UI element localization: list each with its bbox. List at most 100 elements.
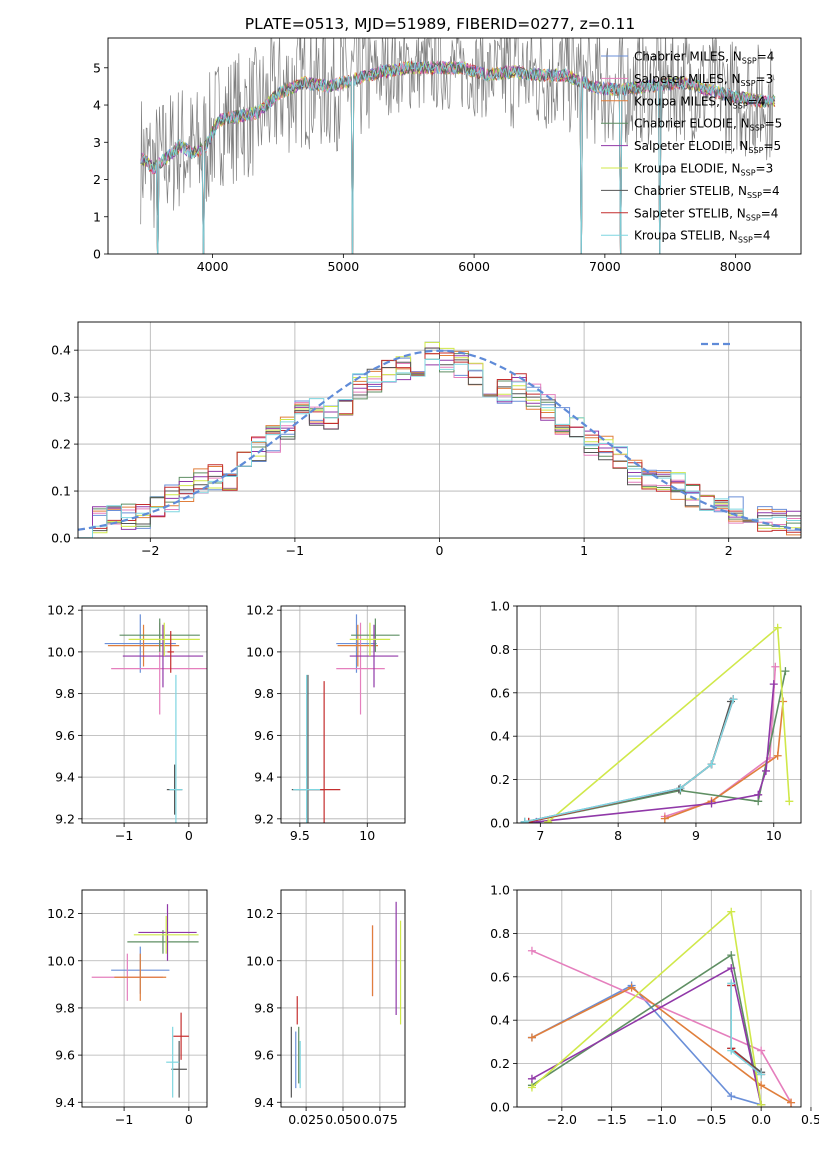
- legend-nssp-prefix: , N: [732, 139, 749, 153]
- y-tick-label: 0.2: [51, 437, 71, 452]
- z-mass-panel: −1 0 9.4 9.6 9.8 10.0 10.2: [47, 889, 208, 1127]
- weight-point-marker: [785, 797, 794, 806]
- legend-nssp-subscript: SSP: [741, 79, 756, 88]
- y-tick-label: 0.6: [490, 969, 510, 984]
- weight-point-marker: [527, 1033, 536, 1042]
- weight-point-marker: [727, 1046, 736, 1055]
- legend-nssp-prefix: , N: [733, 117, 750, 131]
- legend-model-name: Chabrier MILES: [634, 50, 725, 64]
- axes-frame: [77, 321, 802, 539]
- normal-reference-curve: [78, 349, 801, 531]
- legend-nssp-subscript: SSP: [748, 146, 763, 155]
- y-tick-label: 1.0: [490, 599, 510, 614]
- model-spectrum-line: [140, 60, 776, 254]
- legend-nssp-subscript: SSP: [746, 213, 761, 222]
- x-tick-label: 0: [185, 828, 193, 843]
- legend-label: Kroupa STELIB, NSSP=4: [634, 229, 771, 245]
- axes-frame: [280, 889, 406, 1108]
- y-tick-label: 3: [93, 135, 101, 150]
- legend-label: Chabrier STELIB, NSSP=4: [634, 184, 780, 200]
- legend-label: Salpeter STELIB, NSSP=4: [634, 206, 778, 222]
- weight-point-marker: [761, 766, 770, 775]
- weight-lines: [527, 907, 796, 1107]
- weight-point-marker: [771, 662, 780, 671]
- x-tick-label: 0.025: [288, 1112, 324, 1127]
- x-tick-label: 5000: [327, 259, 359, 274]
- axes-frame: [107, 37, 802, 255]
- x-tick-label: −1.0: [646, 1112, 676, 1127]
- y-tick-label: 0.0: [51, 531, 71, 546]
- x-tick-label: 4000: [197, 259, 229, 274]
- weight-series-line: [531, 910, 762, 1105]
- y-tick-label: 0.4: [51, 343, 71, 358]
- legend-nssp-subscript: SSP: [747, 191, 762, 200]
- weight-point-marker: [544, 817, 553, 823]
- legend-model-name: Chabrier ELODIE: [634, 117, 733, 131]
- weight-series-line: [528, 670, 787, 823]
- legend-nssp-prefix: , N: [730, 184, 747, 198]
- legend-model-name: Salpeter MILES: [634, 72, 724, 86]
- x-tick-label: 6000: [458, 259, 490, 274]
- legend-model-name: Salpeter ELODIE: [634, 139, 732, 153]
- spectrum-data-line: [140, 38, 775, 228]
- weight-point-marker: [757, 1100, 766, 1107]
- y-tick-label: 0.2: [490, 1056, 510, 1071]
- weight-series-line: [524, 701, 732, 823]
- histogram-step-line: [78, 352, 801, 538]
- weight-series-line: [664, 666, 777, 818]
- y-tick-label: 10.0: [47, 644, 75, 659]
- y-tick-label: 1.0: [490, 883, 510, 898]
- axes-frame: [516, 605, 802, 824]
- y-tick-label: 0.8: [490, 642, 510, 657]
- weight-point-marker: [727, 951, 736, 960]
- errorbars: [91, 904, 199, 1098]
- z-weight-panel: −2.0 −1.5 −1.0 −0.5 0.0 0.5 0.0 0.2 0.4 0.6 0.8 1.0: [490, 883, 819, 1128]
- legend-label: Salpeter MILES, NSSP=3: [634, 72, 773, 88]
- y-tick-label: 0: [93, 247, 101, 262]
- legend-nssp-value: =5: [763, 139, 781, 153]
- y-tick-label: 0.2: [490, 772, 510, 787]
- x-tick-label: 10: [359, 828, 375, 843]
- legend-nssp-value: =5: [765, 117, 783, 131]
- y-tick-label: 9.8: [254, 1000, 274, 1015]
- y-tick-label: 10.0: [246, 953, 274, 968]
- legend-nssp-value: =4: [761, 206, 779, 220]
- figure-title: PLATE=0513, MJD=51989, FIBERID=0277, z=0…: [245, 15, 635, 33]
- y-tick-label: 9.8: [55, 1000, 75, 1015]
- legend-nssp-prefix: , N: [724, 162, 741, 176]
- y-tick-label: 9.8: [55, 686, 75, 701]
- weight-point-marker: [627, 983, 636, 992]
- x-tick-label: 0: [436, 543, 444, 558]
- age-weight-panel: 7 8 9 10 0.0 0.2 0.4 0.6 0.8 1.0: [490, 599, 802, 843]
- legend-nssp-prefix: , N: [721, 229, 738, 243]
- weight-point-marker: [707, 799, 716, 808]
- legend-nssp-value: =4: [757, 50, 775, 64]
- legend-nssp-subscript: SSP: [742, 57, 757, 66]
- legend-nssp-subscript: SSP: [741, 169, 756, 178]
- x-tick-label: −1.5: [596, 1112, 626, 1127]
- y-tick-label: 10.0: [246, 644, 274, 659]
- x-tick-label: −1: [286, 543, 304, 558]
- y-tick-label: 9.6: [55, 1048, 75, 1063]
- y-tick-label: 0.1: [51, 484, 71, 499]
- weight-point-marker: [727, 1092, 736, 1101]
- weight-series-line: [531, 984, 762, 1106]
- errorbars: [290, 901, 402, 1098]
- legend-nssp-value: =3: [756, 72, 774, 86]
- histogram-steps: [78, 341, 801, 538]
- y-tick-label: 0.6: [490, 685, 510, 700]
- weight-point-marker: [527, 1074, 536, 1083]
- legend-nssp-value: =4: [748, 94, 766, 108]
- y-tick-label: 9.2: [254, 811, 274, 826]
- x-tick-label: 0: [185, 1112, 193, 1127]
- legend-nssp-value: =4: [753, 229, 771, 243]
- x-tick-label: −1: [115, 1112, 133, 1127]
- y-tick-label: 4: [93, 98, 101, 113]
- y-tick-label: 1: [93, 209, 101, 224]
- y-tick-label: 9.6: [254, 728, 274, 743]
- weight-point-marker: [773, 623, 782, 632]
- weight-point-marker: [787, 1098, 796, 1107]
- weight-series-line: [531, 986, 792, 1104]
- legend-nssp-prefix: , N: [729, 206, 746, 220]
